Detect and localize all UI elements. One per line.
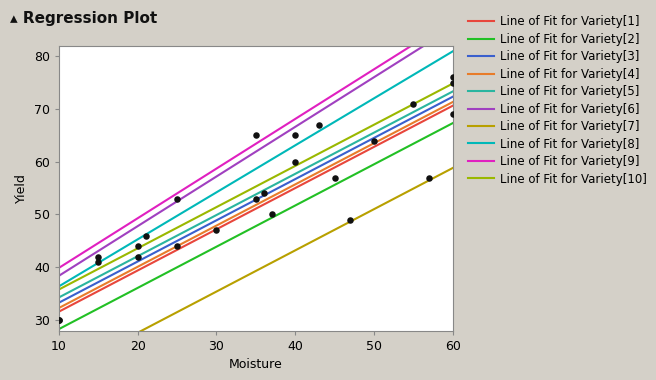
- Legend: Line of Fit for Variety[1], Line of Fit for Variety[2], Line of Fit for Variety[: Line of Fit for Variety[1], Line of Fit …: [468, 16, 647, 186]
- Point: [54, 317, 64, 323]
- Point: [447, 111, 458, 117]
- Point: [93, 259, 104, 265]
- Point: [140, 233, 151, 239]
- Point: [424, 174, 434, 180]
- Point: [93, 254, 104, 260]
- Y-axis label: Yield: Yield: [16, 173, 28, 203]
- Point: [290, 159, 300, 165]
- Point: [314, 122, 324, 128]
- Point: [172, 196, 182, 202]
- Point: [266, 211, 277, 217]
- Point: [329, 174, 340, 180]
- Point: [251, 132, 261, 138]
- Point: [251, 196, 261, 202]
- Point: [54, 317, 64, 323]
- Point: [447, 74, 458, 80]
- Point: [290, 132, 300, 138]
- X-axis label: Moisture: Moisture: [229, 358, 283, 371]
- Point: [172, 243, 182, 249]
- Text: ▴ Regression Plot: ▴ Regression Plot: [10, 11, 157, 26]
- Point: [211, 227, 222, 233]
- Point: [408, 101, 419, 107]
- Point: [369, 138, 379, 144]
- Point: [133, 254, 143, 260]
- Point: [447, 79, 458, 86]
- Point: [345, 217, 356, 223]
- Point: [133, 243, 143, 249]
- Point: [258, 190, 269, 196]
